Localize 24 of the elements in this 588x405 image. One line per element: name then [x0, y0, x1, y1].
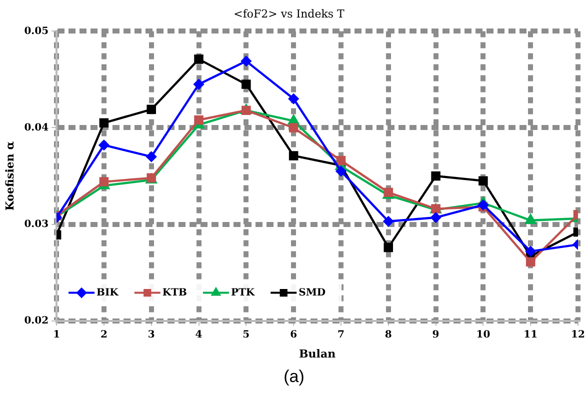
x-tick-label: 3: [148, 329, 155, 340]
legend-label: KTB: [162, 287, 187, 298]
x-tick-label: 4: [195, 329, 202, 340]
y-tick-label: 0.02: [24, 315, 49, 326]
x-tick-label: 11: [524, 329, 538, 340]
x-tick-label: 5: [242, 329, 250, 340]
legend-label: BIK: [96, 287, 119, 298]
x-tick-label: 1: [53, 329, 60, 340]
y-tick-label: 0.03: [24, 218, 49, 230]
text: (a): [282, 367, 306, 387]
legend-label: PTK: [230, 287, 255, 298]
x-tick-label: 6: [290, 329, 298, 340]
x-axis-title: Bulan: [298, 347, 336, 360]
x-tick-label: 10: [476, 329, 490, 340]
chart-title: <foF2> vs Indeks T: [234, 7, 346, 20]
x-tick-label: 7: [337, 329, 344, 340]
x-tick-label: 9: [432, 329, 440, 340]
x-tick-label: 8: [384, 329, 392, 340]
y-axis-title: Koefisien α: [3, 140, 16, 211]
legend-label: SMD: [298, 287, 326, 298]
y-tick-label: 0.04: [24, 122, 49, 134]
y-tick-label: 0.05: [24, 26, 49, 37]
x-tick-label: 2: [100, 329, 108, 340]
x-tick-label: 12: [571, 329, 585, 340]
